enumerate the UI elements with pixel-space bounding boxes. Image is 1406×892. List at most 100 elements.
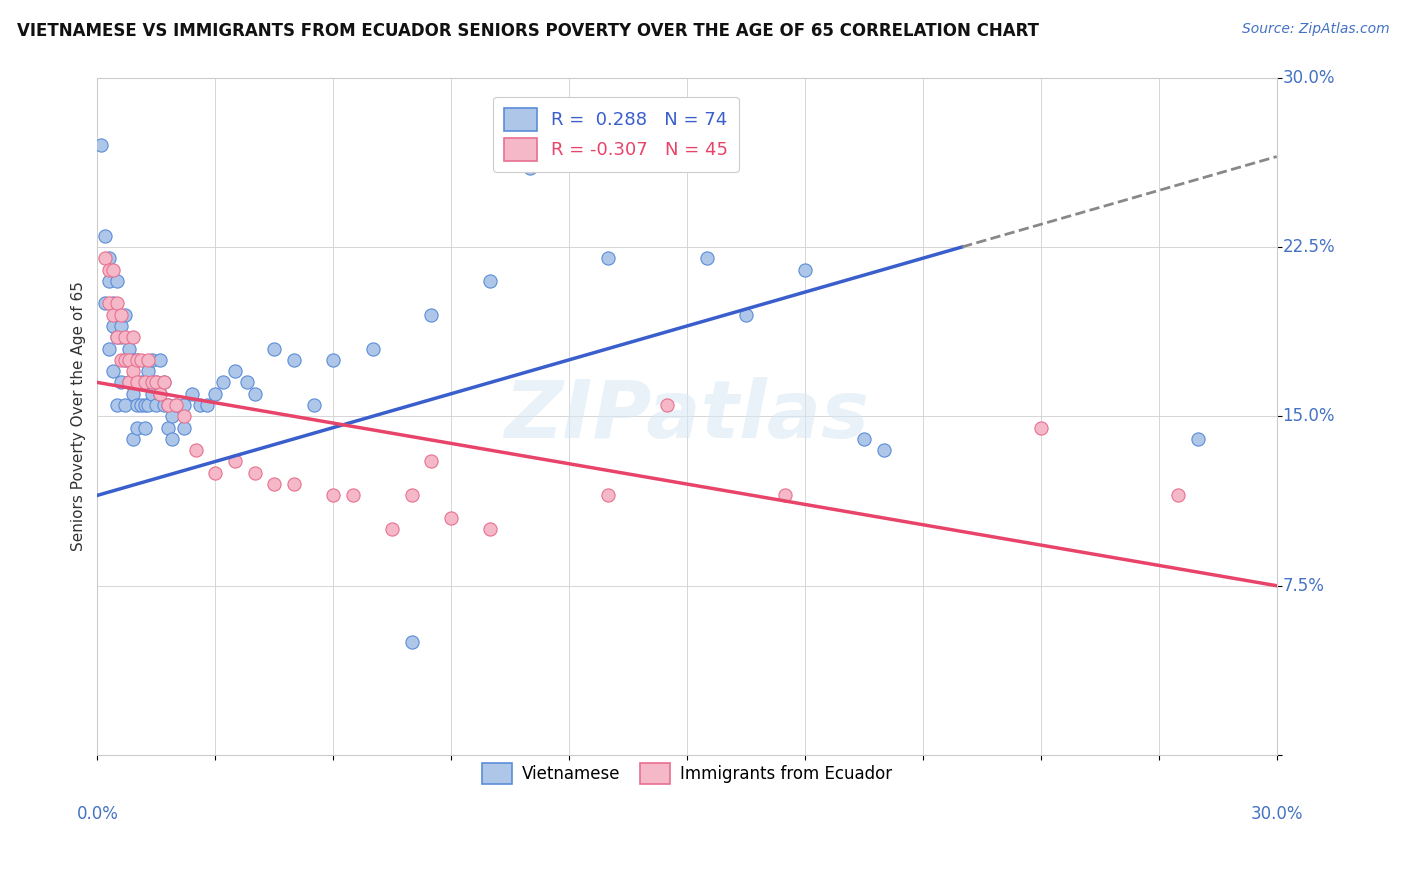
Point bbox=[101, 364, 124, 378]
Legend: Vietnamese, Immigrants from Ecuador: Vietnamese, Immigrants from Ecuador bbox=[475, 756, 898, 791]
Point bbox=[98, 296, 121, 310]
Point bbox=[188, 398, 211, 412]
Point bbox=[361, 342, 384, 356]
Point bbox=[105, 296, 128, 310]
Point bbox=[696, 251, 718, 265]
Text: ZIPatlas: ZIPatlas bbox=[505, 377, 869, 455]
Point bbox=[129, 398, 152, 412]
Text: 7.5%: 7.5% bbox=[1282, 577, 1324, 595]
Point bbox=[160, 432, 183, 446]
Point bbox=[149, 386, 172, 401]
Point bbox=[114, 352, 136, 367]
Point bbox=[197, 398, 219, 412]
Point bbox=[180, 386, 202, 401]
Point bbox=[110, 308, 132, 322]
Point bbox=[420, 308, 443, 322]
Point bbox=[141, 352, 163, 367]
Point bbox=[243, 466, 266, 480]
Point bbox=[105, 330, 128, 344]
Point bbox=[94, 296, 117, 310]
Point bbox=[138, 352, 160, 367]
Point bbox=[121, 432, 143, 446]
Point bbox=[101, 318, 124, 333]
Point bbox=[125, 352, 148, 367]
Point bbox=[138, 364, 160, 378]
Point bbox=[173, 409, 195, 424]
Point bbox=[110, 352, 132, 367]
Point bbox=[114, 398, 136, 412]
Point bbox=[1167, 488, 1189, 502]
Point bbox=[598, 488, 620, 502]
Point bbox=[118, 352, 141, 367]
Point bbox=[125, 420, 148, 434]
Point bbox=[129, 376, 152, 390]
Point bbox=[153, 376, 176, 390]
Text: 22.5%: 22.5% bbox=[1282, 238, 1336, 256]
Point bbox=[121, 352, 143, 367]
Point bbox=[145, 398, 167, 412]
Point bbox=[125, 352, 148, 367]
Point bbox=[204, 386, 226, 401]
Point bbox=[121, 330, 143, 344]
Point bbox=[1187, 432, 1209, 446]
Text: VIETNAMESE VS IMMIGRANTS FROM ECUADOR SENIORS POVERTY OVER THE AGE OF 65 CORRELA: VIETNAMESE VS IMMIGRANTS FROM ECUADOR SE… bbox=[17, 22, 1039, 40]
Point bbox=[302, 398, 325, 412]
Point bbox=[110, 376, 132, 390]
Point bbox=[153, 376, 176, 390]
Point bbox=[149, 352, 172, 367]
Point bbox=[283, 477, 305, 491]
Point bbox=[322, 352, 344, 367]
Point bbox=[125, 398, 148, 412]
Point bbox=[94, 228, 117, 243]
Point bbox=[157, 420, 180, 434]
Point bbox=[105, 330, 128, 344]
Point bbox=[129, 352, 152, 367]
Point bbox=[134, 376, 156, 390]
Point bbox=[283, 352, 305, 367]
Point bbox=[479, 522, 502, 536]
Point bbox=[224, 454, 246, 468]
Point bbox=[157, 398, 180, 412]
Point bbox=[98, 274, 121, 288]
Text: 30.0%: 30.0% bbox=[1282, 69, 1336, 87]
Point bbox=[775, 488, 797, 502]
Point bbox=[165, 398, 187, 412]
Point bbox=[145, 376, 167, 390]
Point bbox=[110, 318, 132, 333]
Point bbox=[263, 477, 285, 491]
Point bbox=[184, 443, 207, 458]
Point bbox=[794, 262, 817, 277]
Point bbox=[657, 398, 679, 412]
Point bbox=[598, 251, 620, 265]
Point bbox=[121, 386, 143, 401]
Point bbox=[519, 161, 541, 175]
Point bbox=[440, 511, 463, 525]
Point bbox=[479, 274, 502, 288]
Point bbox=[118, 342, 141, 356]
Text: 30.0%: 30.0% bbox=[1250, 805, 1303, 822]
Point bbox=[110, 330, 132, 344]
Point bbox=[173, 420, 195, 434]
Text: 15.0%: 15.0% bbox=[1282, 408, 1336, 425]
Point bbox=[105, 274, 128, 288]
Point bbox=[98, 342, 121, 356]
Point bbox=[125, 376, 148, 390]
Point bbox=[134, 398, 156, 412]
Point bbox=[94, 251, 117, 265]
Point bbox=[322, 488, 344, 502]
Point bbox=[121, 364, 143, 378]
Point bbox=[1029, 420, 1052, 434]
Point bbox=[101, 296, 124, 310]
Point bbox=[114, 308, 136, 322]
Point bbox=[141, 376, 163, 390]
Point bbox=[105, 398, 128, 412]
Point bbox=[381, 522, 404, 536]
Point bbox=[235, 376, 257, 390]
Point bbox=[101, 262, 124, 277]
Point bbox=[138, 398, 160, 412]
Point bbox=[420, 454, 443, 468]
Point bbox=[141, 386, 163, 401]
Point bbox=[114, 330, 136, 344]
Point bbox=[98, 262, 121, 277]
Point bbox=[401, 488, 423, 502]
